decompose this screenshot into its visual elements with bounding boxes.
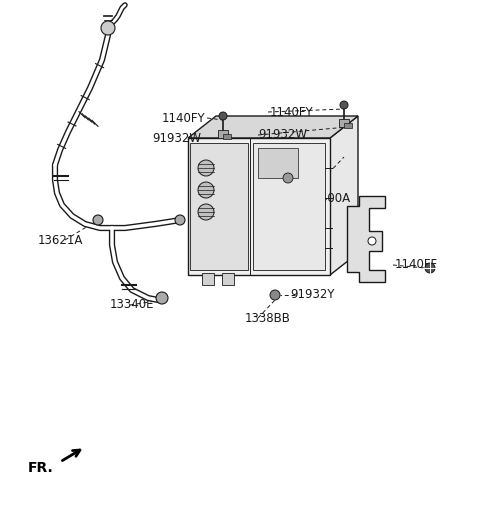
Text: FR.: FR. bbox=[28, 461, 54, 475]
Bar bbox=[223, 134, 231, 139]
Text: 1140FY: 1140FY bbox=[270, 105, 313, 118]
Bar bbox=[258, 148, 298, 178]
Circle shape bbox=[198, 182, 214, 198]
Bar bbox=[344, 123, 352, 128]
Circle shape bbox=[219, 112, 227, 120]
Circle shape bbox=[198, 204, 214, 220]
Text: 91932W: 91932W bbox=[258, 128, 307, 141]
Text: 36400A: 36400A bbox=[305, 191, 350, 204]
Bar bbox=[190, 143, 248, 270]
Polygon shape bbox=[330, 116, 358, 275]
Text: 91932Y: 91932Y bbox=[290, 289, 335, 301]
Text: 1140FY: 1140FY bbox=[162, 112, 205, 125]
Text: 91932W: 91932W bbox=[152, 132, 201, 145]
Polygon shape bbox=[188, 116, 358, 138]
Circle shape bbox=[101, 21, 115, 35]
Bar bbox=[222, 273, 234, 285]
Circle shape bbox=[368, 237, 376, 245]
Text: 13621A: 13621A bbox=[38, 234, 84, 246]
Bar bbox=[339, 119, 349, 127]
Bar bbox=[218, 130, 228, 138]
Text: 1140FF: 1140FF bbox=[395, 258, 438, 271]
Text: 1338BB: 1338BB bbox=[245, 311, 291, 324]
Circle shape bbox=[175, 215, 185, 225]
Circle shape bbox=[270, 290, 280, 300]
Circle shape bbox=[340, 101, 348, 109]
Circle shape bbox=[198, 160, 214, 176]
Polygon shape bbox=[188, 138, 330, 275]
Text: 13340E: 13340E bbox=[110, 299, 155, 311]
Bar bbox=[202, 273, 214, 285]
Polygon shape bbox=[347, 196, 385, 282]
Circle shape bbox=[425, 263, 435, 273]
Circle shape bbox=[156, 292, 168, 304]
Circle shape bbox=[283, 173, 293, 183]
Bar bbox=[253, 143, 325, 270]
Circle shape bbox=[93, 215, 103, 225]
